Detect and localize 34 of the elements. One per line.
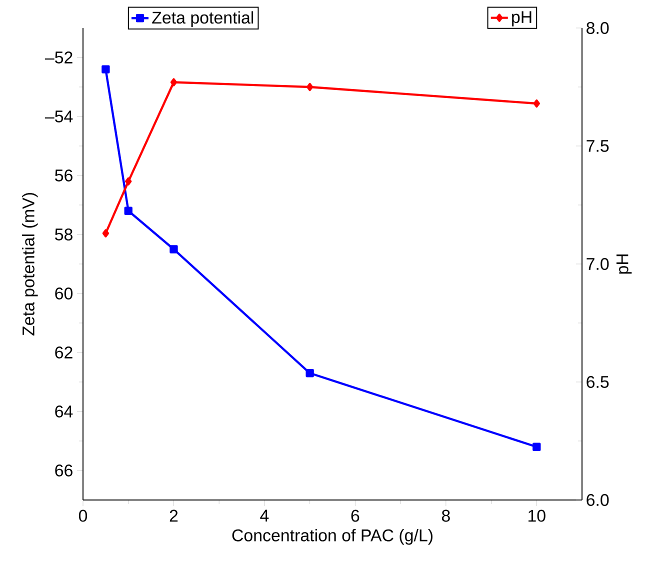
point — [306, 369, 314, 378]
y-tick-label: 58 — [55, 228, 72, 240]
y-tick-label: 64 — [55, 405, 73, 418]
point — [102, 229, 110, 238]
y2-tick-label: 6.0 — [586, 494, 609, 506]
y2-tick-label: 7.5 — [586, 140, 609, 152]
point — [102, 65, 110, 74]
point — [125, 177, 132, 186]
y2-tick-label: 8.0 — [586, 22, 609, 34]
y-tick-label: 66 — [55, 464, 72, 476]
point — [532, 442, 541, 451]
y-axis-title: Zeta potential (mV) — [22, 193, 38, 336]
y-tick-label: –52 — [44, 51, 72, 64]
y-tick-label: 62 — [55, 346, 72, 358]
point — [533, 99, 540, 108]
y-tick-label: 56 — [55, 169, 72, 182]
point — [170, 245, 178, 254]
x-tick-label: 8 — [442, 510, 450, 522]
y-tick-label: 60 — [55, 287, 73, 300]
x-tick-label: 6 — [351, 510, 360, 522]
legend-label: pH — [512, 11, 532, 26]
y2-tick-label: 7.0 — [586, 258, 609, 270]
x-tick-label: 4 — [260, 510, 269, 522]
x-tick-label: 2 — [170, 510, 178, 522]
point — [306, 82, 314, 92]
point — [170, 78, 178, 86]
y2-tick-label: 6.5 — [586, 376, 609, 388]
y2-axis-title: pH — [616, 254, 632, 274]
x-tick-label: 0 — [78, 510, 88, 522]
point — [124, 206, 132, 215]
x-tick-label: 10 — [528, 510, 546, 522]
x-axis-title: Concentration of PAC (g/L) — [232, 528, 432, 545]
y-tick-label: –54 — [44, 110, 73, 122]
legend-label: Zeta potential — [152, 11, 254, 28]
